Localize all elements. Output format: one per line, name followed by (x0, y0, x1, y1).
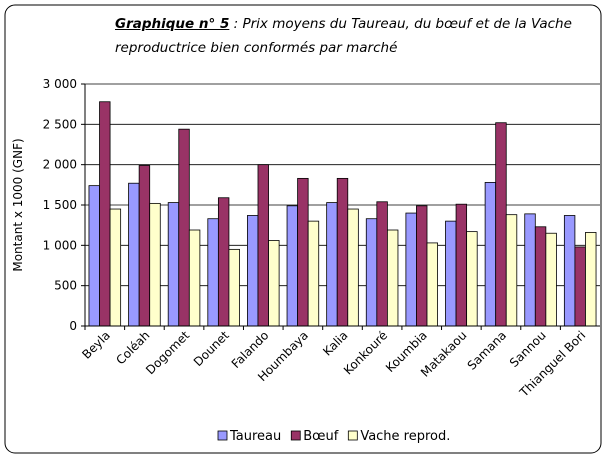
bar (99, 101, 111, 327)
bar (138, 165, 151, 327)
bar (365, 218, 378, 327)
bar (405, 212, 417, 327)
bar (178, 128, 190, 327)
bar (109, 208, 122, 327)
y-tick-label: 1 500 (43, 198, 77, 212)
legend-swatch (290, 430, 301, 441)
legend-label: Vache reprod. (360, 429, 450, 444)
bar (268, 240, 280, 327)
bar (286, 205, 299, 327)
bar (585, 232, 597, 327)
bar (326, 202, 338, 327)
bar (217, 197, 230, 327)
legend-swatch (217, 430, 228, 441)
bar (247, 215, 259, 327)
y-tick-label: 2 000 (43, 158, 77, 172)
bar (347, 208, 359, 327)
bar (88, 185, 100, 327)
title-text: : Prix moyens du Taureau, du bœuf et de … (115, 16, 572, 56)
bar (149, 202, 161, 327)
bar (426, 242, 438, 327)
bar (455, 203, 468, 327)
bar (495, 122, 507, 327)
chart-title: Graphique n° 5 : Prix moyens du Taureau,… (115, 12, 585, 60)
bar (484, 182, 497, 327)
y-tick-label: 500 (54, 279, 77, 293)
bar (545, 232, 557, 327)
bar (228, 248, 240, 327)
bar (524, 213, 536, 327)
title-label: Graphique n° 5 (115, 16, 230, 32)
bar (445, 220, 457, 327)
bar (376, 201, 388, 327)
bar (128, 182, 140, 327)
y-axis-label: Montant x 1000 (GNF) (11, 138, 25, 271)
bar (563, 215, 576, 327)
bar (257, 164, 269, 327)
legend-label: Bœuf (303, 429, 338, 444)
y-tick-label: 3 000 (43, 77, 77, 91)
bar (336, 177, 349, 327)
legend-swatch (347, 430, 358, 441)
bar (297, 177, 309, 327)
bar (386, 229, 399, 327)
legend-label: Taureau (229, 429, 281, 444)
y-tick-label: 2 500 (43, 117, 77, 131)
bar (466, 231, 478, 327)
y-tick-label: 1 000 (43, 238, 77, 252)
bar (534, 226, 547, 327)
bar (207, 218, 219, 327)
bar (167, 202, 180, 327)
bar (574, 246, 586, 327)
bar (416, 205, 428, 327)
bar (505, 214, 518, 327)
bar (188, 229, 201, 327)
bar (307, 220, 320, 327)
y-tick-label: 0 (69, 319, 77, 333)
